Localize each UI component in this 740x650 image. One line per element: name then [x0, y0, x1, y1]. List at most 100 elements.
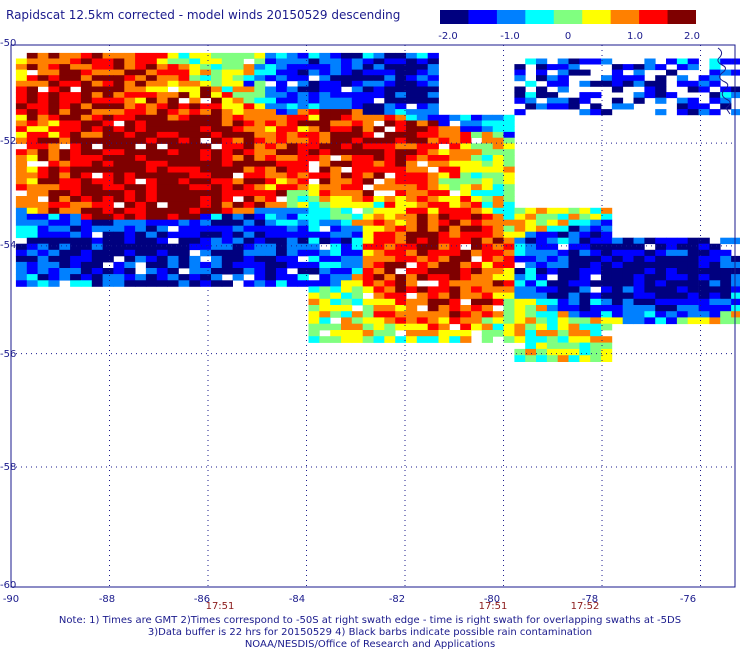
wind-cell — [395, 178, 407, 185]
wind-cell — [373, 137, 385, 144]
wind-cell — [449, 143, 461, 150]
wind-cell — [297, 225, 309, 233]
wind-cell — [167, 274, 179, 281]
wind-cell — [384, 274, 396, 281]
wind-cell — [384, 58, 396, 65]
wind-cell — [70, 178, 82, 185]
wind-cell — [319, 184, 331, 191]
wind-cell — [384, 323, 396, 331]
wind-cell — [330, 69, 342, 76]
wind-cell — [145, 149, 158, 156]
wind-cell — [330, 261, 342, 269]
wind-cell — [503, 184, 515, 191]
wind-cell — [48, 237, 60, 245]
wind-cell — [211, 149, 223, 156]
wind-cell — [211, 52, 223, 59]
wind-cell — [590, 305, 602, 312]
wind-cell — [536, 231, 548, 239]
wind-cell — [145, 75, 158, 82]
wind-cell — [145, 64, 158, 71]
wind-cell — [644, 58, 656, 65]
wind-cell — [406, 196, 418, 203]
wind-cell — [341, 80, 353, 87]
wind-cell — [330, 231, 342, 239]
wind-cell — [265, 172, 277, 179]
wind-cell — [492, 298, 504, 306]
wind-cell — [579, 268, 591, 275]
wind-cell — [341, 143, 353, 150]
wind-cell — [362, 58, 374, 65]
wind-cell — [362, 137, 374, 144]
wind-cell — [438, 323, 450, 331]
wind-cell — [276, 184, 288, 191]
wind-cell — [156, 160, 168, 167]
wind-cell — [351, 143, 363, 150]
wind-cell — [70, 114, 82, 121]
wind-cell — [80, 178, 93, 185]
wind-cell — [37, 243, 49, 251]
wind-cell — [395, 109, 407, 116]
wind-cell — [427, 225, 439, 233]
wind-cell — [351, 196, 363, 203]
wind-cell — [330, 237, 342, 245]
wind-cell — [167, 64, 179, 71]
wind-cell — [514, 213, 526, 221]
wind-cell — [276, 137, 288, 144]
wind-cell — [59, 225, 71, 233]
wind-cell — [48, 143, 60, 150]
wind-cell — [579, 261, 591, 269]
wind-cell — [80, 213, 93, 221]
wind-cell — [308, 103, 320, 110]
wind-cell — [720, 249, 732, 257]
wind-cell — [265, 225, 277, 233]
wind-cell — [243, 80, 255, 87]
wind-cell — [265, 190, 277, 197]
wind-cell — [427, 109, 439, 116]
wind-cell — [373, 114, 385, 121]
wind-cell — [200, 155, 212, 162]
wind-cell — [449, 172, 461, 179]
wind-cell — [644, 80, 656, 87]
wind-cell — [145, 143, 158, 150]
wind-cell — [37, 155, 49, 162]
wind-cell — [557, 355, 569, 362]
wind-cell — [676, 249, 689, 257]
wind-cell — [167, 52, 179, 59]
lat-label: -54 — [0, 240, 17, 251]
wind-cell — [286, 274, 298, 281]
wind-cell — [145, 268, 158, 275]
wind-cell — [145, 178, 158, 185]
wind-cell — [427, 64, 439, 71]
wind-cell — [91, 274, 103, 281]
wind-cell — [156, 213, 168, 221]
wind-cell — [590, 207, 602, 215]
wind-cell — [135, 280, 147, 287]
wind-cell — [276, 231, 288, 239]
wind-cell — [124, 160, 136, 167]
wind-cell — [189, 120, 201, 127]
wind-cell — [666, 255, 678, 263]
wind-cell — [15, 243, 28, 251]
wind-cell — [536, 268, 548, 275]
lon-label: -90 — [2, 594, 20, 605]
colorbar-segment — [440, 10, 470, 24]
wind-cell — [102, 103, 114, 110]
wind-cell — [135, 86, 147, 93]
wind-cell — [221, 52, 233, 59]
wind-cell — [731, 268, 740, 275]
wind-cell — [26, 184, 38, 191]
wind-cell — [709, 274, 721, 281]
wind-cell — [319, 143, 331, 150]
wind-cell — [503, 261, 515, 269]
wind-cell — [416, 64, 428, 71]
wind-cell — [546, 80, 559, 87]
wind-cell — [200, 274, 212, 281]
wind-cell — [720, 86, 732, 93]
wind-cell — [362, 178, 374, 185]
wind-cell — [416, 103, 428, 110]
wind-cell — [124, 184, 136, 191]
wind-cell — [254, 64, 266, 71]
wind-cell — [449, 219, 461, 227]
wind-cell — [633, 317, 645, 325]
wind-cell — [286, 231, 298, 239]
